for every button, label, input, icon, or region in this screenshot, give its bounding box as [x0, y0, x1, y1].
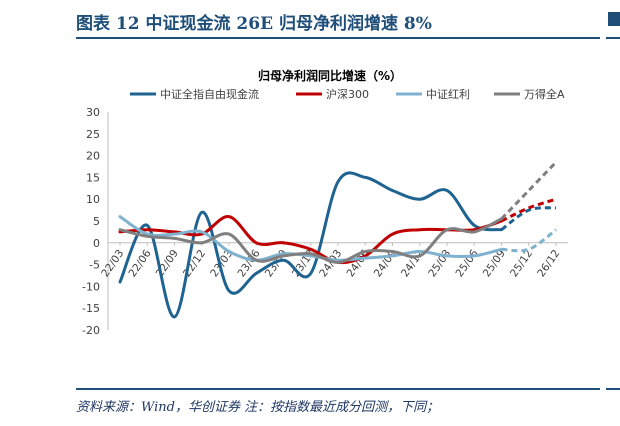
y-tick-label: 30 — [86, 106, 100, 119]
y-tick-label: -5 — [89, 259, 100, 272]
figure-header: 图表 12 中证现金流 26E 归母净利润增速 8% — [0, 0, 600, 40]
next-panel-edge-marker — [608, 12, 620, 26]
next-panel-source-divider — [606, 388, 620, 390]
series-projection-2 — [501, 228, 557, 253]
y-tick-label: 5 — [93, 215, 100, 228]
y-tick-label: 15 — [86, 171, 100, 184]
chart-series-lines — [118, 161, 558, 319]
series-line-0 — [118, 171, 503, 319]
next-panel-edge-divider — [606, 37, 620, 39]
y-tick-label: 10 — [86, 193, 100, 206]
figure-title: 图表 12 中证现金流 26E 归母净利润增速 8% — [76, 14, 432, 34]
title-divider — [76, 37, 600, 39]
x-tick-label: 26/12 — [535, 248, 562, 280]
x-tick-label: 25/06 — [454, 247, 481, 279]
legend-label: 中证全指自由现金流 — [160, 87, 259, 101]
line-chart: 归母净利润同比增速（%） 中证全指自由现金流 沪深300 中证红利 万得全A 30 25… — [82, 68, 568, 337]
y-tick-label: 20 — [86, 150, 100, 163]
legend-label: 沪深300 — [326, 87, 369, 101]
y-tick-label: 25 — [86, 128, 100, 141]
y-tick-label: 0 — [93, 237, 100, 250]
legend-label: 万得全A — [524, 87, 565, 101]
y-tick-label: -15 — [82, 302, 100, 315]
x-tick-label: 25/12 — [508, 248, 535, 280]
legend-label: 中证红利 — [426, 88, 470, 101]
source-divider — [76, 388, 600, 390]
chart-legend: 中证全指自由现金流 沪深300 中证红利 万得全A — [130, 87, 565, 101]
x-tick-label: 23/06 — [236, 247, 263, 279]
chart-title: 归母净利润同比增速（%） — [258, 68, 402, 83]
source-note: 资料来源：Wind，华创证券 注：按指数最近成分回测，下同； — [76, 400, 440, 415]
y-tick-label: -20 — [82, 324, 100, 337]
y-tick-label: -10 — [82, 280, 100, 293]
